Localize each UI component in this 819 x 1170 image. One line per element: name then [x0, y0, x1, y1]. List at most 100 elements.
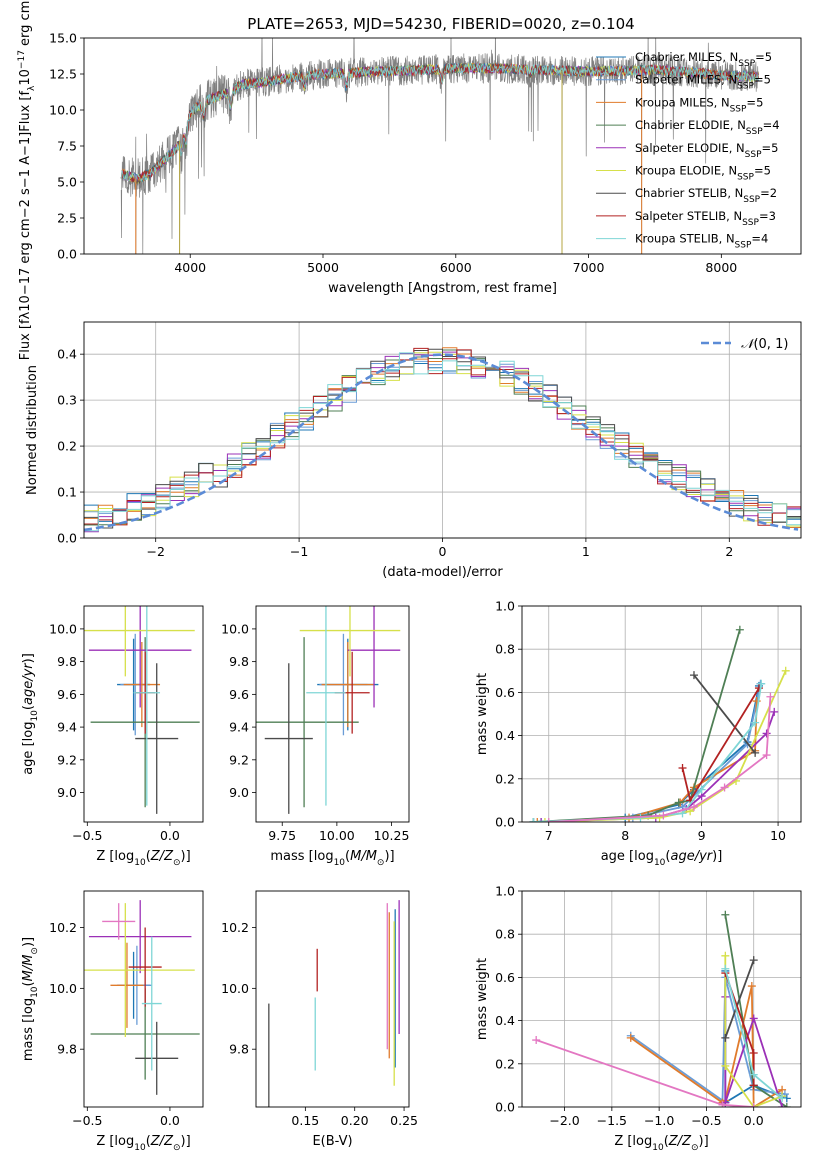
y-tick-label: 0.6	[495, 970, 515, 985]
weight-point-marker	[537, 818, 546, 822]
model-line-kroupa-stelib	[120, 62, 759, 184]
mass-vs-metallicity-panel: −0.5 0.09.810.010.2Z [log10(Z/Z⊙)]mass [l…	[21, 890, 204, 1153]
legend-sep: ,	[719, 232, 726, 246]
weight-point-marker	[766, 692, 775, 701]
axes-frame	[255, 890, 410, 1108]
label-italic: Z/Z	[668, 1134, 692, 1149]
weight-point-marker	[540, 818, 549, 822]
y-tick-label: 10.0	[49, 103, 77, 118]
weight-point-marker	[720, 783, 729, 792]
legend-sep: ,	[721, 73, 728, 87]
legend: 𝒩(0, 1)	[701, 337, 788, 352]
y-tick-label: 15.0	[49, 31, 77, 46]
legend-eq: =	[755, 50, 765, 64]
x-axis-label: wavelength [Angstrom, rest frame]	[328, 281, 557, 296]
label-part: )]	[181, 1134, 191, 1149]
x-axis-label: age [log10(age/yr)]	[601, 849, 723, 868]
y-tick-label: 0.2	[57, 439, 77, 454]
x-tick-label: 0.15	[291, 1113, 319, 1128]
legend-sep: ,	[727, 186, 734, 200]
legend-series-name: Chabrier STELIB	[635, 186, 727, 200]
x-tick-label: −2.0	[549, 1113, 579, 1128]
axes-frame	[83, 890, 204, 1108]
x-tick-label: 10.00	[319, 828, 355, 843]
weight-line	[533, 685, 760, 822]
y-tick-label: 9.6	[229, 687, 249, 702]
model-line-salpeter-stelib	[120, 62, 759, 183]
weight-point-marker	[721, 964, 730, 973]
label-part: −1	[18, 169, 33, 188]
legend-sep: ,	[714, 95, 721, 109]
label-subscript: 10	[654, 858, 666, 868]
weight-point-marker	[718, 1100, 727, 1107]
label-part: −17	[18, 268, 33, 295]
label-subscript: ⊙	[173, 1143, 181, 1153]
legend-n-sub: SSP	[746, 127, 763, 137]
label-part: −2	[18, 199, 33, 218]
weight-point-marker	[721, 910, 730, 919]
y-tick-label: 12.5	[49, 67, 77, 82]
legend-eq: =	[746, 95, 756, 109]
legend-n-sub: SSP	[735, 241, 752, 251]
x-tick-label: −2	[146, 544, 164, 559]
y-tick-label: 10.0	[221, 621, 249, 636]
label-subscript: 10	[30, 986, 40, 998]
weight-point-marker	[778, 1094, 787, 1103]
y-tick-label: 1.0	[495, 599, 515, 614]
label-subscript: 10	[652, 1143, 664, 1153]
label-part: (age/yr)]	[665, 849, 722, 864]
legend-n: N	[728, 73, 737, 87]
weight-point-marker	[782, 1103, 791, 1107]
weight-line	[630, 985, 783, 1107]
x-tick-label: −1	[290, 544, 308, 559]
legend-n-value: 4	[772, 118, 779, 132]
legend-entry: Salpeter MILES, NSSP=5	[635, 73, 771, 92]
weight-point-marker	[735, 625, 744, 634]
x-tick-label: 8	[621, 828, 629, 843]
legend-n: N	[733, 209, 742, 223]
legend-n: N	[735, 186, 744, 200]
x-tick-label: −0.5	[72, 828, 102, 843]
label-part: )]	[384, 849, 394, 864]
weight-point-marker	[689, 802, 698, 811]
y-tick-label: 0.0	[57, 247, 77, 262]
weight-point-marker	[697, 785, 706, 794]
residual-histogram-kroupa-stelib	[84, 352, 801, 535]
legend-series-name: Chabrier MILES	[635, 50, 722, 64]
y-tick-label: 1.0	[495, 884, 515, 899]
label-subscript: 10	[334, 858, 346, 868]
residual-histogram-chabrier-stelib	[84, 348, 801, 535]
x-tick-label: −0.5	[72, 1113, 102, 1128]
y-tick-label: 0.0	[57, 531, 77, 546]
legend-entry: Kroupa MILES, NSSP=5	[635, 95, 763, 114]
weight-line	[535, 1039, 754, 1107]
legend-eq: =	[760, 186, 770, 200]
weight-point-marker	[749, 1049, 758, 1057]
legend-n-sub: SSP	[743, 195, 760, 205]
x-axis-label: Z [log10(Z/Z⊙)]	[96, 1134, 190, 1153]
weight-line	[533, 683, 763, 822]
legend-sep: ,	[730, 118, 737, 132]
x-tick-label: 7	[545, 828, 553, 843]
label-part: )]	[21, 937, 36, 947]
label-part: Z [log	[96, 849, 134, 864]
weight-point-marker	[749, 956, 758, 965]
weight-point-marker	[762, 729, 771, 738]
weight-point-marker	[751, 718, 760, 727]
label-italic: Z/Z	[150, 849, 174, 864]
label-part: (Z/Z	[146, 849, 174, 864]
label-part: 10	[18, 295, 33, 312]
y-tick-label: 0.1	[57, 485, 77, 500]
weight-point-marker	[721, 1033, 730, 1042]
plot-area	[120, 38, 759, 254]
x-axis-label: Z [log10(Z/Z⊙)]	[614, 1134, 708, 1153]
legend-n: N	[728, 164, 737, 178]
y-tick-label: 2.5	[57, 211, 77, 226]
axes-frame	[83, 321, 802, 539]
x-tick-label: 9.75	[268, 828, 296, 843]
legend-sep: ,	[726, 209, 733, 223]
label-tail: )]	[712, 849, 722, 864]
x-tick-label: −1.5	[597, 1113, 627, 1128]
